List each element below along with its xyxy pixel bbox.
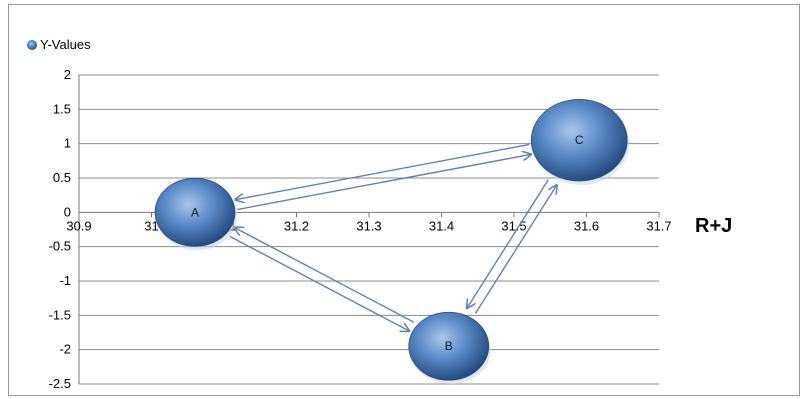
bubbles: A B C — [154, 99, 630, 385]
grid — [79, 74, 659, 385]
arrow-A-B — [229, 235, 409, 331]
x-tick-label: 30.9 — [66, 218, 91, 233]
y-tick-label: -1.5 — [49, 307, 71, 322]
x-tick-label: 31.4 — [429, 218, 454, 233]
legend-marker-icon — [27, 40, 37, 50]
legend: Y-Values — [27, 37, 91, 52]
arrow-C-B — [467, 179, 549, 308]
y-tick-label: -2.5 — [49, 376, 71, 391]
y-tick-label: 2 — [64, 67, 71, 82]
bubble-label-B: B — [445, 339, 453, 353]
x-tick-label: 31.6 — [574, 218, 599, 233]
bubble-label-A: A — [191, 205, 199, 219]
arrows — [229, 143, 557, 332]
x-axis-label: R+J — [695, 215, 732, 237]
bubble-B — [408, 311, 490, 381]
y-tick-label: 1 — [64, 136, 71, 151]
y-tick-label: 0 — [64, 204, 71, 219]
y-tick-label: -0.5 — [49, 239, 71, 254]
arrow-B-C — [474, 185, 556, 314]
legend-label: Y-Values — [40, 37, 91, 52]
y-tick-label: -1 — [59, 273, 71, 288]
arrow-B-A — [234, 228, 415, 323]
x-tick-label: 31.7 — [646, 218, 671, 233]
x-tick-label: 31.2 — [284, 218, 309, 233]
bubble-label-C: C — [575, 133, 584, 147]
y-tick-label: 1.5 — [53, 101, 71, 116]
x-tick-label: 31.3 — [356, 218, 381, 233]
arrow-A-C — [237, 154, 531, 211]
arrow-C-A — [235, 143, 530, 200]
y-tick-label: -2 — [59, 342, 71, 357]
x-tick-label: 31 — [144, 218, 158, 233]
y-tick-label: 0.5 — [53, 170, 71, 185]
bubble-C — [530, 99, 628, 182]
bubble-A — [154, 177, 236, 247]
x-tick-label: 31.5 — [501, 218, 526, 233]
